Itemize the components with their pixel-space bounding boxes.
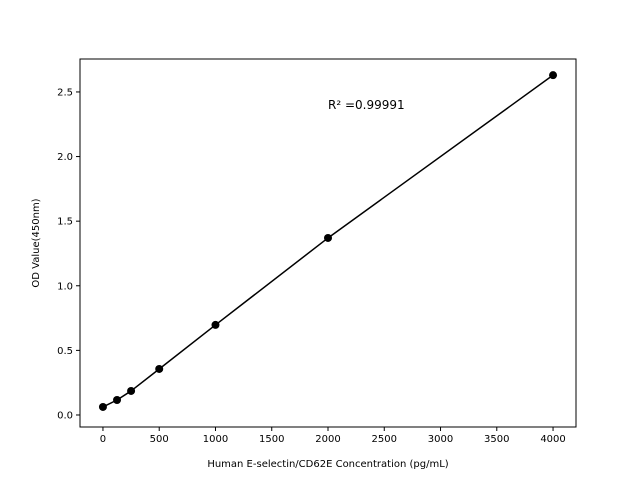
x-tick-label: 4000: [540, 434, 565, 445]
y-axis-label: OD Value(450nm): [31, 198, 42, 287]
data-point: [98, 402, 107, 411]
y-tick-label: 1.0: [57, 281, 73, 292]
data-point: [127, 386, 136, 395]
data-point: [211, 320, 220, 329]
data-point: [549, 71, 558, 80]
x-tick-label: 0: [100, 434, 106, 445]
x-tick-label: 3500: [484, 434, 509, 445]
x-tick-label: 1500: [259, 434, 284, 445]
x-tick-label: 2000: [315, 434, 340, 445]
x-axis-label: Human E-selectin/CD62E Concentration (pg…: [207, 459, 448, 470]
data-point: [324, 233, 332, 242]
data-point: [113, 395, 122, 404]
r-squared-annotation: R² =0.99991: [328, 98, 405, 112]
x-tick-label: 500: [150, 434, 169, 445]
x-tick-label: 3000: [428, 434, 453, 445]
y-tick-label: 0.0: [57, 410, 73, 421]
x-tick-label: 1000: [203, 434, 228, 445]
x-tick-label: 2500: [372, 434, 397, 445]
y-tick-label: 2.0: [57, 152, 73, 163]
y-tick-label: 2.5: [57, 87, 73, 98]
y-tick-label: 0.5: [57, 346, 73, 357]
plot-marks: [98, 71, 558, 411]
data-point: [155, 364, 164, 373]
y-tick-label: 1.5: [57, 217, 73, 228]
x-axis: 0 500 1000 1500 2000 2500 3000 3500 4000: [100, 427, 566, 445]
y-axis: 0.0 0.5 1.0 1.5 2.0 2.5: [57, 87, 80, 421]
